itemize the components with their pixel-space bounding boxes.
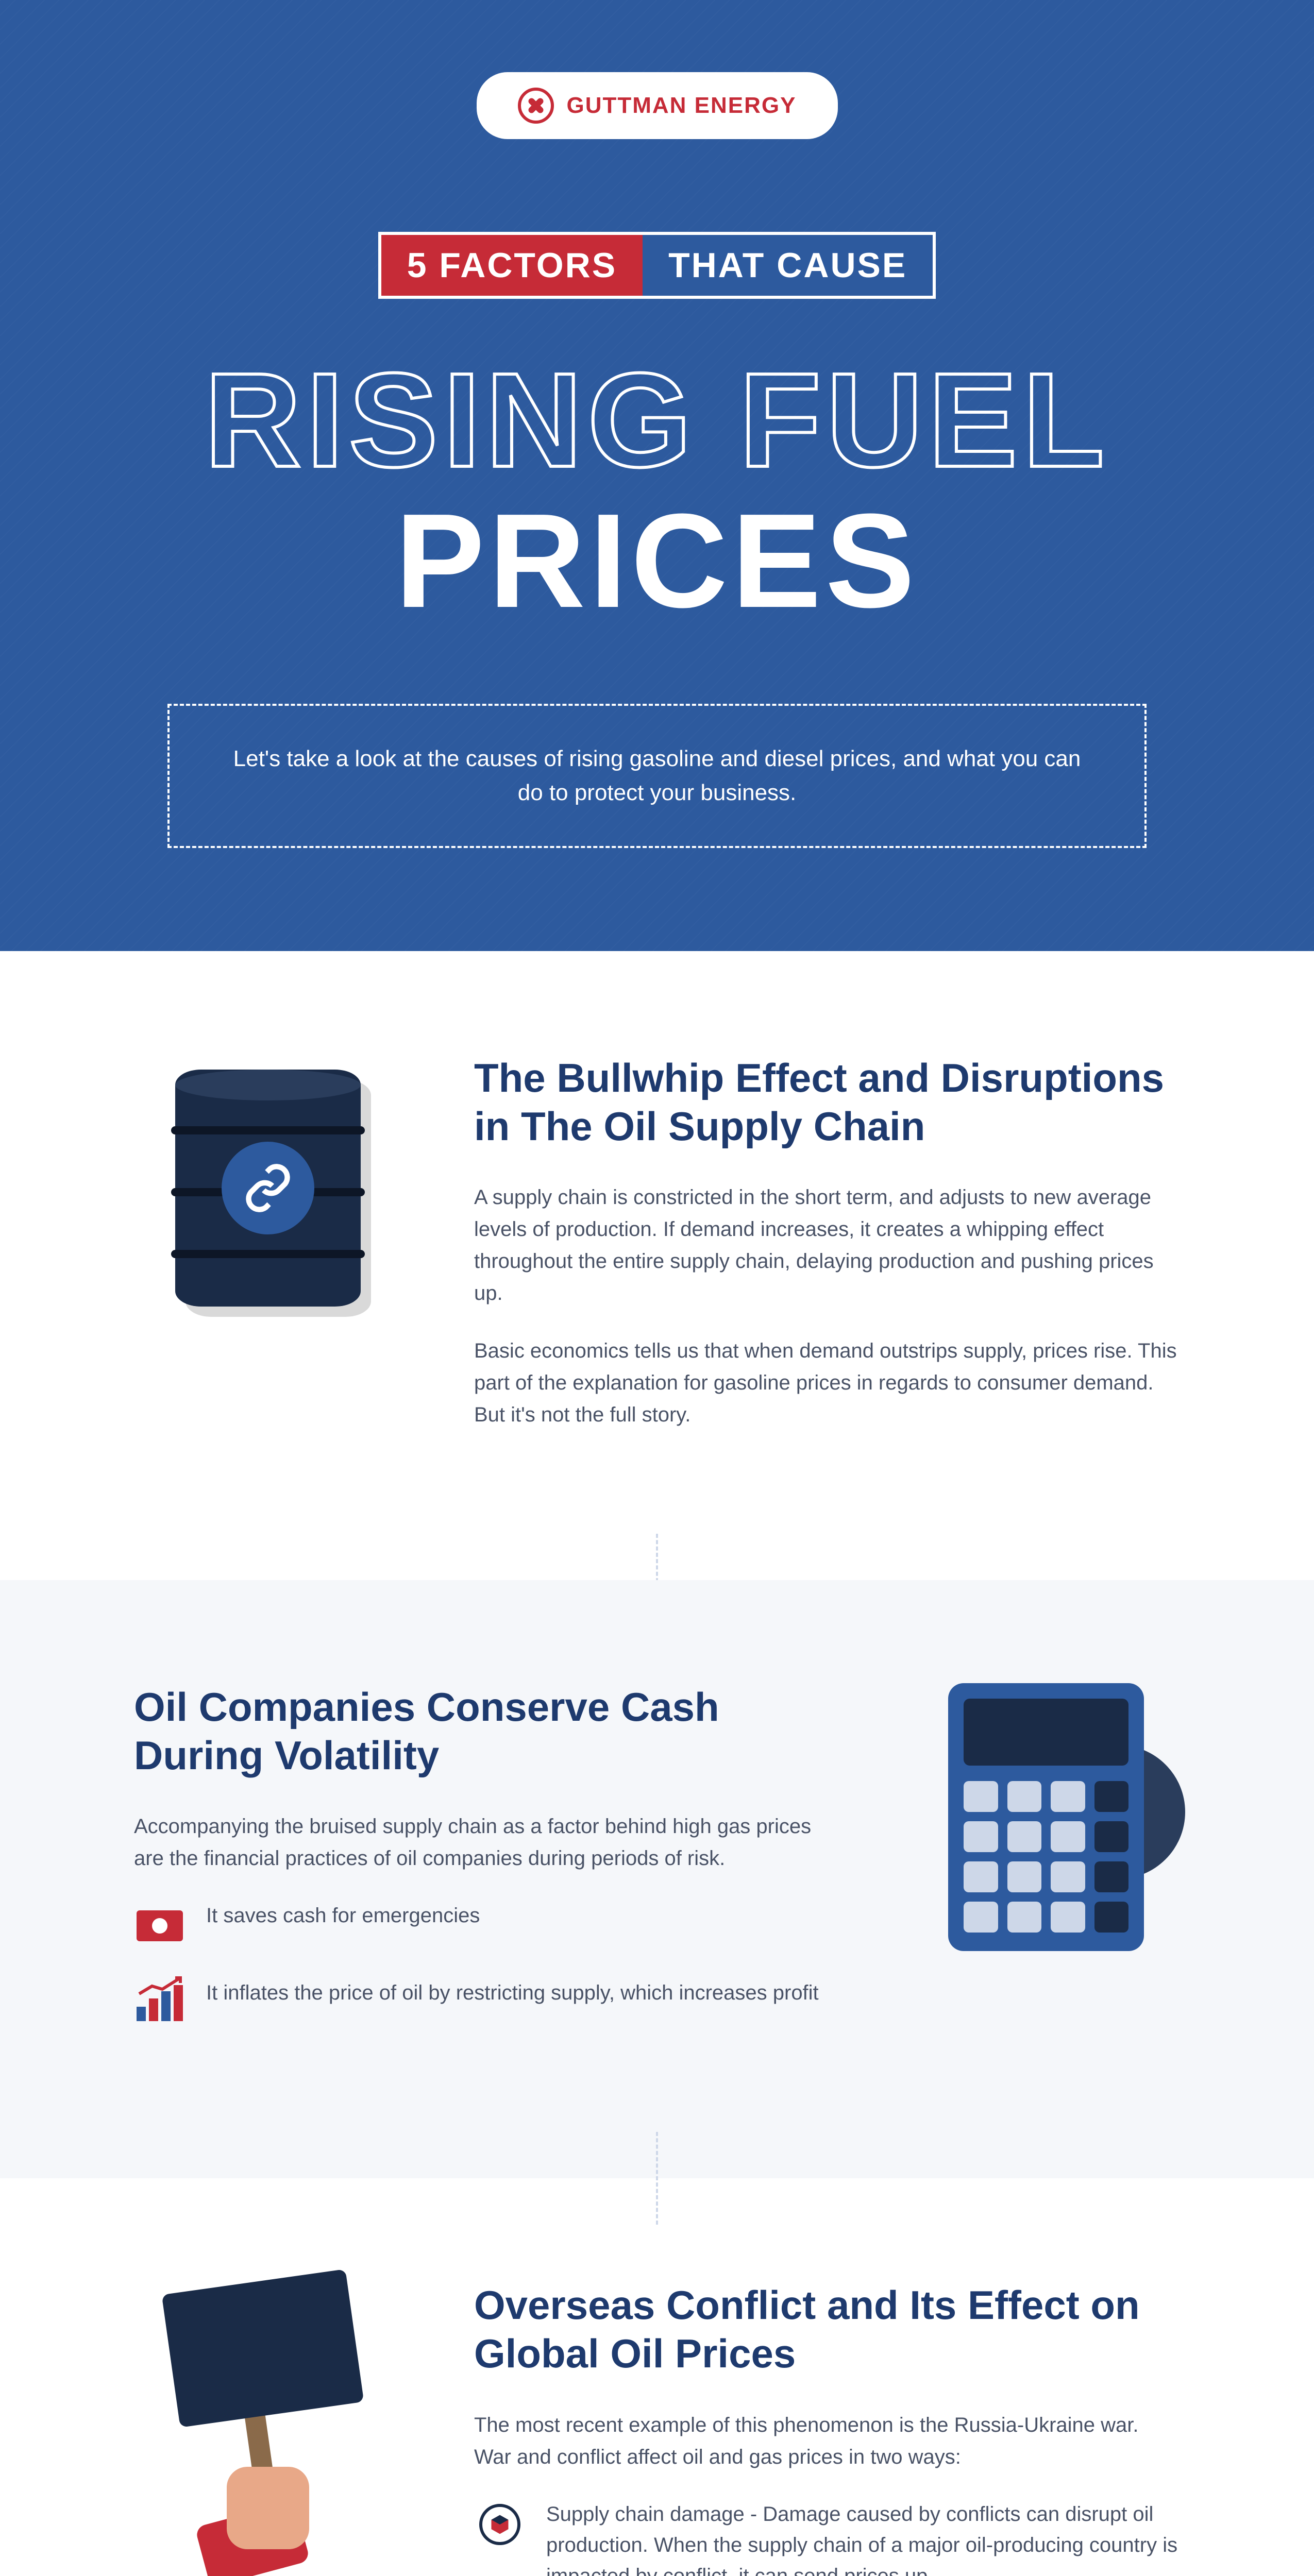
brand-logo: GUTTMAN ENERGY [477, 72, 838, 139]
protest-sign-icon [134, 2281, 402, 2549]
intro-text: Let's take a look at the causes of risin… [167, 704, 1147, 848]
section-bullwhip: The Bullwhip Effect and Disruptions in T… [0, 951, 1314, 1580]
calculator-icon: $ [912, 1683, 1180, 1951]
section-title: The Bullwhip Effect and Disruptions in T… [474, 1054, 1180, 1150]
bullet-item: Supply chain damage - Damage caused by c… [474, 2499, 1180, 2576]
bullet-text: Supply chain damage - Damage caused by c… [546, 2499, 1180, 2576]
section-para: The most recent example of this phenomen… [474, 2409, 1180, 2473]
subtitle-badge: 5 FACTORS THAT CAUSE [378, 232, 936, 299]
package-icon [479, 2504, 520, 2545]
bullet-item: It inflates the price of oil by restrict… [134, 1977, 840, 2029]
brand-name: GUTTMAN ENERGY [567, 93, 797, 118]
section-para: Accompanying the bruised supply chain as… [134, 1810, 840, 1874]
section-para: Basic economics tells us that when deman… [474, 1335, 1180, 1431]
subtitle-left: 5 FACTORS [381, 235, 643, 296]
chart-up-icon [137, 1985, 183, 2021]
bullet-text: It inflates the price of oil by restrict… [206, 1977, 840, 2008]
cash-icon [137, 1910, 183, 1941]
chain-link-icon [242, 1162, 294, 1214]
bullet-item: It saves cash for emergencies [134, 1900, 840, 1952]
title-line-2: PRICES [103, 491, 1211, 632]
barrel-icon [134, 1054, 402, 1322]
section-overseas-conflict: Overseas Conflict and Its Effect on Glob… [0, 2178, 1314, 2576]
subtitle-right: THAT CAUSE [643, 235, 933, 296]
section-para: A supply chain is constricted in the sho… [474, 1181, 1180, 1309]
header: GUTTMAN ENERGY 5 FACTORS THAT CAUSE RISI… [0, 0, 1314, 951]
bullet-text: It saves cash for emergencies [206, 1900, 840, 1931]
title-line-1: RISING FUEL [103, 350, 1211, 491]
logo-icon [518, 88, 554, 124]
section-title: Overseas Conflict and Its Effect on Glob… [474, 2281, 1180, 2378]
section-title: Oil Companies Conserve Cash During Volat… [134, 1683, 840, 1780]
section-conserve-cash: $ Oil Companies Conserve Cash During Vol… [0, 1580, 1314, 2178]
